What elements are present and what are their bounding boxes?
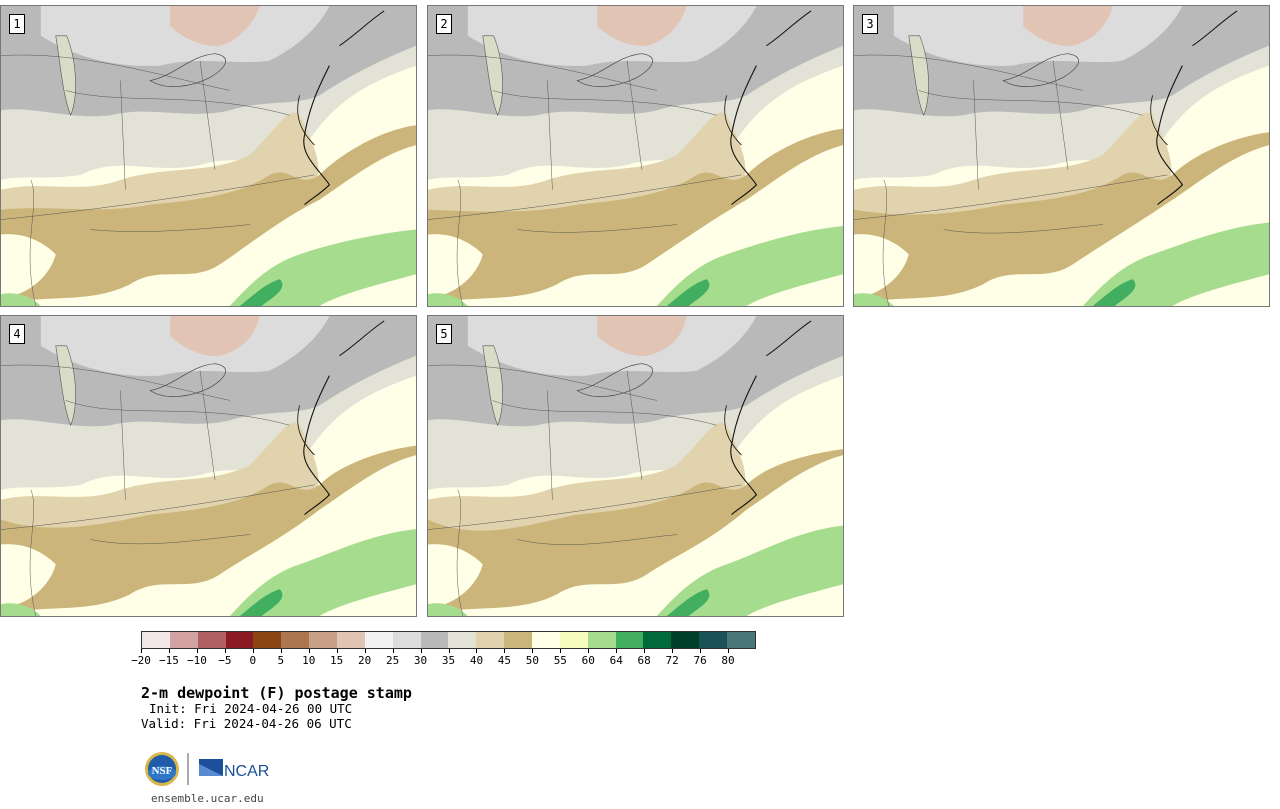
colorbar-tick-label: −5 — [218, 654, 232, 667]
colorbar-tick — [644, 649, 646, 653]
colorbar-swatch — [309, 632, 338, 648]
colorbar-tick-label: −10 — [186, 654, 207, 667]
dewpoint-map — [1, 6, 416, 306]
colorbar-swatch — [699, 632, 728, 648]
colorbar-tick-label: 55 — [553, 654, 567, 667]
colorbar-tick-label: 20 — [358, 654, 372, 667]
colorbar-tick — [224, 649, 226, 653]
colorbar — [141, 631, 756, 649]
colorbar-swatch — [476, 632, 505, 648]
nsf-logo-icon: NSF NCAR — [145, 752, 269, 786]
colorbar-tick — [141, 649, 142, 653]
colorbar-swatch — [643, 632, 672, 648]
colorbar-swatch — [420, 632, 449, 648]
colorbar-tick-label: 5 — [277, 654, 285, 667]
member-panel: 5 — [427, 315, 844, 617]
colorbar-swatch — [615, 632, 644, 648]
colorbar-tick-label: 10 — [302, 654, 316, 667]
colorbar-swatch — [559, 632, 588, 648]
colorbar-swatch — [532, 632, 560, 648]
dewpoint-map — [428, 316, 843, 616]
colorbar-tick-label: 60 — [581, 654, 595, 667]
colorbar-swatch — [392, 632, 421, 648]
colorbar-tick — [476, 649, 478, 653]
colorbar-swatch — [587, 632, 616, 648]
colorbar-tick — [252, 649, 254, 653]
member-label: 3 — [862, 14, 878, 34]
colorbar-swatch — [169, 632, 198, 648]
colorbar-tick-label: −15 — [159, 654, 179, 667]
member-label: 2 — [436, 14, 452, 34]
colorbar-tick — [532, 649, 534, 653]
colorbar-tick-label: 80 — [721, 654, 735, 667]
colorbar-tick-label: 35 — [441, 654, 456, 667]
colorbar-tick — [168, 649, 170, 653]
colorbar-swatch — [504, 632, 533, 648]
colorbar-tick-label: 40 — [469, 654, 484, 667]
svg-text:NSF: NSF — [152, 765, 173, 777]
colorbar-swatch — [225, 632, 254, 648]
colorbar-tick — [616, 649, 618, 653]
colorbar-tick — [672, 649, 674, 653]
colorbar-tick — [448, 649, 450, 653]
init-time: Init: Fri 2024-04-26 00 UTC — [149, 701, 353, 716]
colorbar-tick — [420, 649, 422, 653]
member-panel: 1 — [0, 5, 417, 307]
colorbar-tick — [364, 649, 366, 653]
member-label: 1 — [9, 14, 25, 34]
member-label: 5 — [436, 324, 452, 344]
colorbar-swatch — [197, 632, 226, 648]
colorbar-tick — [560, 649, 562, 653]
colorbar-swatch — [337, 632, 365, 648]
colorbar-tick-label: 68 — [637, 654, 651, 667]
member-label: 4 — [9, 324, 25, 344]
logos: NSF NCAR — [143, 749, 283, 789]
colorbar-tick — [700, 649, 702, 653]
colorbar-swatch — [281, 632, 310, 648]
colorbar-tick-label: 50 — [525, 654, 539, 667]
colorbar-tick-label: 76 — [693, 654, 707, 667]
colorbar-tick — [392, 649, 394, 653]
colorbar-swatch — [448, 632, 477, 648]
colorbar-tick-label: 0 — [249, 654, 257, 667]
dewpoint-map — [428, 6, 843, 306]
member-panel: 4 — [0, 315, 417, 617]
colorbar-ticks: −20 −15 −10 −5 0 5 10 15 20 25 30 35 40 45 50 55 60 64 68 7… — [131, 649, 756, 669]
colorbar-swatch — [364, 632, 393, 648]
colorbar-tick-label: −20 — [131, 654, 151, 667]
site-url: ensemble.ucar.edu — [151, 792, 264, 805]
dewpoint-map — [1, 316, 416, 616]
colorbar-tick — [588, 649, 590, 653]
colorbar-tick-label: 15 — [330, 654, 344, 667]
colorbar-tick — [504, 649, 506, 653]
valid-time: Valid: Fri 2024-04-26 06 UTC — [141, 716, 352, 731]
dewpoint-map — [854, 6, 1269, 306]
colorbar-swatch — [142, 632, 170, 648]
colorbar-tick — [280, 649, 282, 653]
colorbar-swatch — [727, 632, 755, 648]
colorbar-tick — [336, 649, 338, 653]
colorbar-tick — [196, 649, 198, 653]
figure-title: 2-m dewpoint (F) postage stamp — [141, 684, 412, 702]
colorbar-tick — [308, 649, 310, 653]
colorbar-swatch — [253, 632, 282, 648]
svg-text:NCAR: NCAR — [224, 763, 269, 780]
colorbar-tick — [728, 649, 730, 653]
colorbar-swatch — [671, 632, 700, 648]
colorbar-tick-label: 72 — [665, 654, 679, 667]
member-panel: 3 — [853, 5, 1270, 307]
colorbar-tick-label: 64 — [609, 654, 623, 667]
colorbar-tick-label: 45 — [497, 654, 512, 667]
colorbar-tick-label: 25 — [385, 654, 400, 667]
member-panel: 2 — [427, 5, 844, 307]
colorbar-tick-label: 30 — [413, 654, 428, 667]
